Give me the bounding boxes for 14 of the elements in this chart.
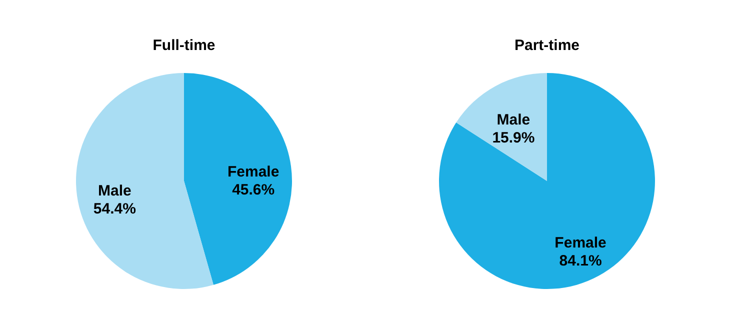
data-label: 84.1% <box>559 252 602 270</box>
data-label: 45.6% <box>232 181 275 198</box>
slice-label: Male <box>98 182 132 200</box>
pie-slice <box>76 73 214 289</box>
slice-label: Male <box>496 112 530 129</box>
chart-title: Full-time <box>152 37 216 54</box>
data-label: 15.9% <box>492 130 535 147</box>
data-label: 54.4% <box>93 200 136 218</box>
pie-slice <box>456 73 547 181</box>
slice-label: Female <box>227 163 280 180</box>
pie-slice <box>439 73 655 289</box>
slice-label: Female <box>554 234 606 252</box>
pie-slice <box>184 73 292 285</box>
chart-title: Part-time <box>514 37 580 54</box>
